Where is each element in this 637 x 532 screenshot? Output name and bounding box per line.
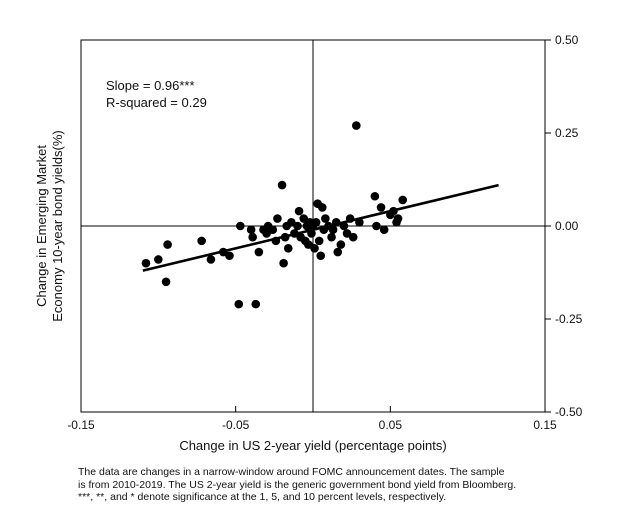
scatter-point (277, 180, 287, 190)
y-tick-label: -0.50 (555, 405, 583, 419)
scatter-point (372, 221, 381, 231)
scatter-point (248, 232, 257, 242)
y-axis-label-line-1: Change in Emerging Market (34, 145, 49, 307)
scatter-point (299, 214, 309, 223)
scatter-point (246, 225, 256, 235)
scatter-point (163, 240, 172, 249)
y-tick-label: 0.25 (555, 126, 579, 140)
scatter-point (316, 251, 326, 261)
y-tick-label: -0.25 (555, 312, 583, 326)
y-axis-label-line-2: Economy 10-year bond yields(%) (50, 130, 65, 321)
scatter-point (342, 229, 352, 238)
footnote-line: is from 2010-2019. The US 2-year yield i… (78, 478, 517, 491)
scatter-point (251, 299, 261, 309)
footnote-line: The data are changes in a narrow-window … (78, 466, 505, 478)
scatter-point (314, 236, 324, 246)
scatter-chart: -0.15 -0.05 0.05 0.15 -0.50 -0.25 0.00 0.25 0.5… (34, 33, 583, 453)
x-axis-label: Change in US 2-year yield (percentage po… (179, 438, 446, 453)
footnote: The data are changes in a narrow-window … (78, 466, 578, 504)
scatter-point (336, 240, 346, 249)
scatter-point (283, 244, 293, 253)
x-axis-ticks: -0.15 -0.05 0.05 0.15 (67, 406, 557, 432)
data-points (141, 121, 408, 309)
scatter-point (161, 277, 171, 287)
scatter-point (273, 214, 282, 223)
scatter-point (352, 121, 361, 130)
y-tick-label: 0.00 (555, 219, 579, 233)
scatter-point (393, 214, 403, 223)
scatter-point (234, 299, 244, 309)
scatter-point (287, 217, 296, 227)
x-tick-label: 0.15 (533, 418, 557, 432)
scatter-point (376, 203, 386, 212)
scatter-point (206, 255, 216, 264)
scatter-point (310, 244, 319, 253)
scatter-point (398, 195, 408, 205)
x-tick-label: -0.15 (67, 418, 95, 432)
y-axis-label: Change in Emerging Market Economy 10-yea… (34, 130, 65, 321)
scatter-point (254, 247, 264, 257)
scatter-point (141, 258, 151, 268)
scatter-point (379, 225, 389, 235)
scatter-point (317, 203, 327, 212)
scatter-point (328, 225, 338, 235)
scatter-point (236, 221, 245, 231)
y-tick-label: 0.50 (555, 33, 579, 47)
x-tick-label: -0.05 (222, 418, 250, 432)
scatter-point (348, 232, 358, 242)
scatter-point (197, 236, 206, 246)
scatter-point (327, 232, 336, 242)
footnote-line: ***, **, and * denote significance at th… (78, 491, 447, 503)
scatter-point (333, 247, 343, 257)
scatter-point (370, 191, 380, 201)
x-tick-label: 0.05 (379, 418, 403, 432)
scatter-point (154, 255, 163, 264)
fit-line (142, 183, 499, 272)
slope-annotation: Slope = 0.96*** (106, 78, 195, 93)
scatter-point (293, 221, 302, 231)
scatter-point (321, 214, 330, 223)
scatter-point (279, 258, 288, 268)
scatter-point (225, 251, 234, 261)
r-squared-annotation: R-squared = 0.29 (106, 95, 207, 110)
scatter-point (304, 240, 313, 249)
scatter-point (294, 206, 304, 216)
scatter-point (262, 229, 271, 238)
scatter-point (311, 217, 321, 227)
scatter-point (268, 225, 278, 235)
y-axis-ticks: -0.50 -0.25 0.00 0.25 0.50 (545, 33, 583, 419)
